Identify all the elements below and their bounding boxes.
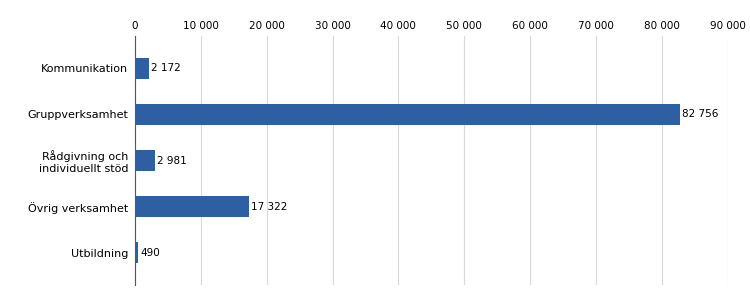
Text: 17 322: 17 322 xyxy=(251,202,287,212)
Bar xyxy=(135,196,249,217)
Text: 490: 490 xyxy=(140,248,160,258)
Bar xyxy=(135,104,680,125)
Text: 2 981: 2 981 xyxy=(157,155,186,166)
Text: 82 756: 82 756 xyxy=(682,110,718,119)
Bar xyxy=(135,242,138,263)
Text: 2 172: 2 172 xyxy=(152,63,181,73)
Bar xyxy=(135,58,149,79)
Bar xyxy=(135,150,154,171)
